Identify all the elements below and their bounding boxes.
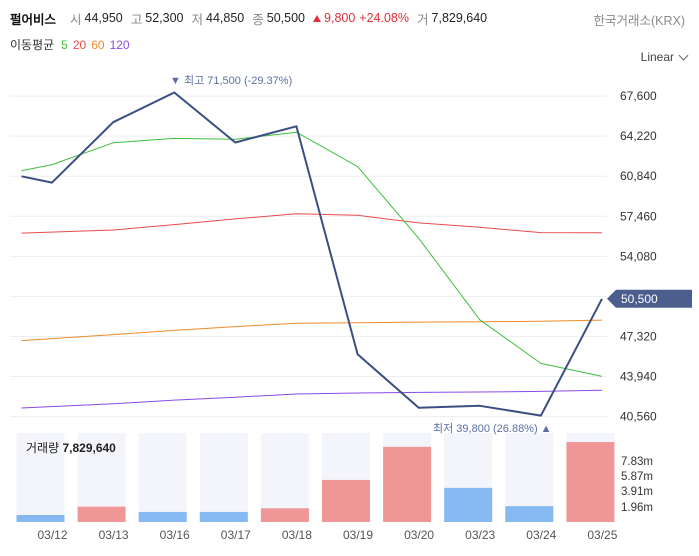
ma-legend-title: 이동평균 [10,38,55,52]
high-annotation: ▼ 최고 71,500 (-29.37%) [170,74,292,87]
volume-bar [260,508,309,522]
current-price-tag [607,289,692,308]
ma120-line [21,389,603,409]
high-label: 고 [130,12,143,27]
price-summary: 펄어비스 시 44,950 고 52,300 저 44,850 종 50,500 9,8… [10,8,495,28]
scale-select-value: Linear [640,50,674,64]
y-tick-label: 67,600 [620,89,657,103]
x-tick-label: 03/17 [220,528,251,542]
volume-bar [566,442,615,522]
current-price-tag-label: 50,500 [621,292,658,306]
close-value: 50,500 [266,11,306,25]
stock-name: 펄어비스 [10,12,57,27]
volume-tick: 1.96m [621,502,653,514]
open-value: 44,950 [84,11,123,25]
x-tick-label: 03/16 [159,528,190,542]
up-triangle-icon [313,14,322,22]
moving-average-legend: 이동평균 5 20 60 120 [10,36,130,53]
volume-bar [505,506,554,522]
y-tick-label: 54,080 [620,249,657,263]
open-label: 시 [70,12,82,27]
volume-bar [77,506,126,522]
volume-bar [322,479,370,522]
volume-tick: 3.91m [621,486,653,498]
y-tick-label: 47,320 [620,329,657,343]
volume-panel-title: 거래량 7,829,640 [26,439,116,456]
ma5-line [21,131,603,377]
x-tick-label: 03/24 [526,528,557,542]
y-tick-label: 40,560 [620,410,657,424]
close-label: 종 [252,12,264,27]
volume-tick: 7.83m [621,456,653,468]
ma20-line [21,213,603,234]
ma-legend-5[interactable]: 5 [61,37,68,52]
ma-legend-20[interactable]: 20 [72,37,87,52]
volume-bar-bg [260,433,309,522]
volume-bar [199,511,248,522]
volume-bar [16,515,65,522]
ma-legend-120[interactable]: 120 [109,37,130,52]
scale-select[interactable]: Linear [640,50,689,64]
y-tick-label: 64,220 [620,129,657,143]
low-value: 44,850 [206,11,245,25]
high-value: 52,300 [145,11,184,25]
price-line [21,91,603,417]
volume-bar-bg [16,433,65,522]
x-tick-label: 03/25 [587,528,618,542]
x-tick-label: 03/13 [98,528,129,542]
volume-value: 7,829,640 [431,11,488,25]
y-tick-label: 57,460 [620,209,657,223]
x-tick-label: 03/19 [342,528,374,542]
volume-bar-bg [199,433,248,522]
x-tick-label: 03/23 [465,528,496,542]
low-annotation: 최저 39,800 (26.88%) ▲ [433,422,552,435]
volume-panel-value: 7,829,640 [62,441,116,455]
x-tick-label: 03/18 [281,528,312,542]
volume-tick: 5.87m [621,471,653,483]
change-value: 9,800 [324,11,356,25]
exchange-name: 한국거래소(KRX) [593,14,685,28]
volume-bar [444,487,493,522]
volume-label: 거 [417,12,429,27]
ma60-line [21,319,603,342]
change-pct: +24.08% [359,11,409,25]
x-tick-label: 03/12 [37,528,68,542]
volume-bar [138,511,187,522]
volume-bar-bg [138,433,187,522]
y-tick-label: 60,840 [620,169,657,183]
low-label: 저 [191,12,204,27]
y-tick-label: 43,940 [620,370,657,384]
x-tick-label: 03/20 [404,528,435,542]
ma-legend-60[interactable]: 60 [91,37,105,52]
volume-panel-label: 거래량 [26,441,60,455]
volume-bar [383,446,432,522]
